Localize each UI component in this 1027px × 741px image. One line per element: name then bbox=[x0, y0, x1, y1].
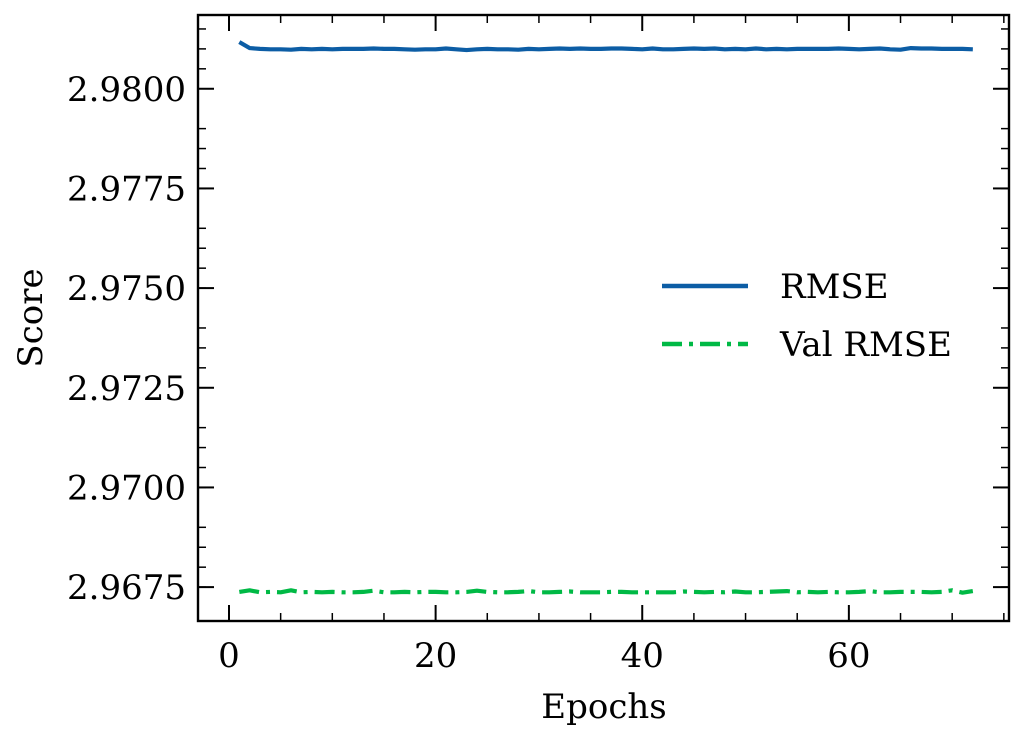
plot-background bbox=[198, 15, 1009, 621]
legend: RMSE Val RMSE bbox=[662, 267, 952, 365]
x-tick-label: 20 bbox=[414, 636, 457, 676]
y-tick-label: 2.9750 bbox=[67, 269, 186, 309]
y-tick-label: 2.9725 bbox=[67, 369, 186, 409]
series-line-val-rmse bbox=[238, 588, 974, 595]
y-tick-label: 2.9775 bbox=[67, 169, 186, 209]
x-axis-title: Epochs bbox=[541, 687, 666, 727]
series-line-rmse bbox=[238, 40, 973, 53]
x-tick-label: 40 bbox=[621, 636, 664, 676]
y-tick-label: 2.9700 bbox=[67, 468, 186, 508]
series-layer bbox=[238, 40, 974, 595]
x-tick-label: 60 bbox=[827, 636, 870, 676]
y-axis-title: Score bbox=[11, 268, 51, 367]
legend-label-rmse: RMSE bbox=[780, 267, 889, 307]
y-tick-label: 2.9675 bbox=[67, 568, 186, 608]
x-tick-label: 0 bbox=[218, 636, 240, 676]
legend-label-val-rmse: Val RMSE bbox=[779, 325, 952, 365]
labels-layer: 0 20 40 60 2.9675 2.9700 2.9725 2.9750 2.9775 2.9… bbox=[67, 70, 870, 676]
plot-frame bbox=[196, 13, 1011, 623]
y-tick-label: 2.9800 bbox=[67, 70, 186, 110]
ticks-layer bbox=[198, 15, 1009, 621]
